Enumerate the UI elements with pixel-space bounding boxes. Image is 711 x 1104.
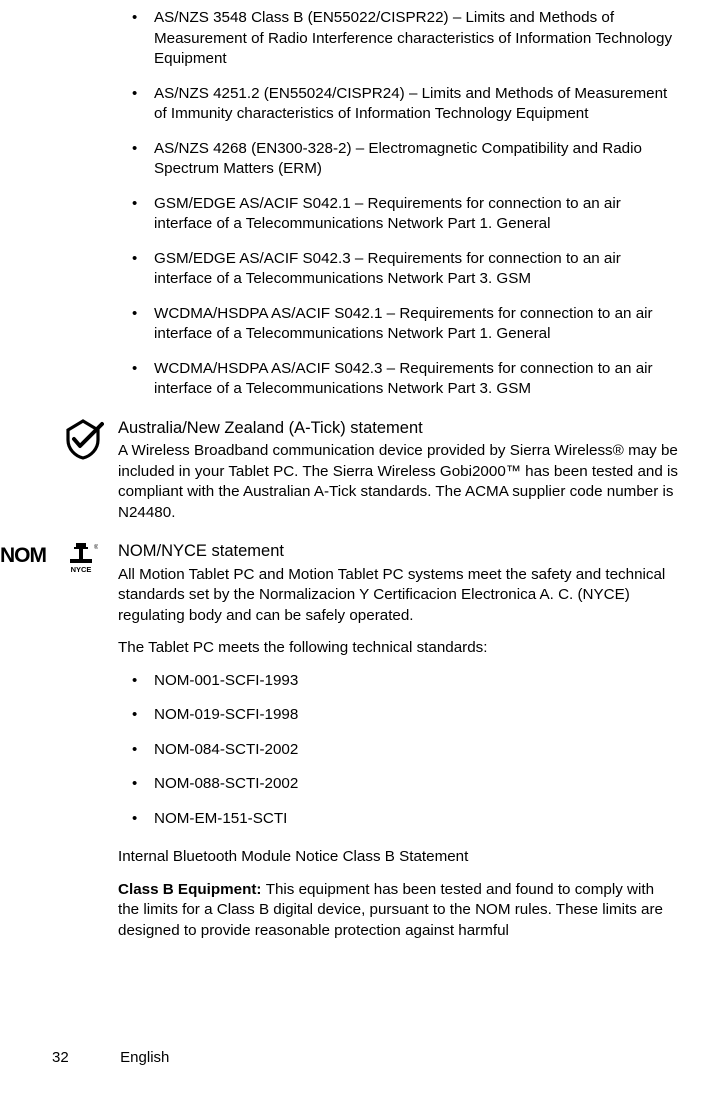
- nom-title: NOM/NYCE statement: [118, 541, 678, 562]
- nom-section: NOM NYCE ® NOM/NYCE statement All Motion…: [118, 541, 678, 941]
- bluetooth-heading: Internal Bluetooth Module Notice Class B…: [118, 847, 678, 868]
- footer-language: English: [120, 1049, 169, 1066]
- atick-body: A Wireless Broadband communication devic…: [118, 441, 678, 523]
- svg-text:NYCE: NYCE: [71, 565, 92, 573]
- list-item: NOM-EM-151-SCTI: [118, 809, 678, 830]
- list-item: NOM-088-SCTI-2002: [118, 774, 678, 795]
- page: AS/NZS 3548 Class B (EN55022/CISPR22) – …: [0, 0, 711, 1104]
- page-number: 32: [52, 1049, 116, 1066]
- page-footer: 32 English: [52, 1049, 169, 1066]
- list-item: WCDMA/HSDPA AS/ACIF S042.1 – Requirement…: [118, 304, 678, 345]
- list-item: GSM/EDGE AS/ACIF S042.1 – Requirements f…: [118, 194, 678, 235]
- classb-paragraph: Class B Equipment: This equipment has be…: [118, 880, 678, 942]
- content-column: AS/NZS 3548 Class B (EN55022/CISPR22) – …: [118, 8, 678, 953]
- list-item: GSM/EDGE AS/ACIF S042.3 – Requirements f…: [118, 249, 678, 290]
- list-item: WCDMA/HSDPA AS/ACIF S042.3 – Requirement…: [118, 359, 678, 400]
- list-item: AS/NZS 4268 (EN300-328-2) – Electromagne…: [118, 139, 678, 180]
- classb-label: Class B Equipment:: [118, 881, 266, 898]
- nom-standards-list: NOM-001-SCFI-1993 NOM-019-SCFI-1998 NOM-…: [118, 671, 678, 830]
- atick-icon-slot: [62, 418, 110, 458]
- top-standards-list: AS/NZS 3548 Class B (EN55022/CISPR22) – …: [118, 8, 678, 400]
- list-item: NOM-019-SCFI-1998: [118, 705, 678, 726]
- nom-icon: NOM: [0, 543, 58, 567]
- svg-text:®: ®: [94, 544, 98, 551]
- nom-icon-slot: NOM NYCE ®: [0, 543, 112, 583]
- svg-text:NOM: NOM: [0, 544, 47, 567]
- nyce-icon: NYCE ®: [64, 543, 98, 573]
- list-item: AS/NZS 3548 Class B (EN55022/CISPR22) – …: [118, 8, 678, 70]
- list-item: AS/NZS 4251.2 (EN55024/CISPR24) – Limits…: [118, 84, 678, 125]
- atick-section: Australia/New Zealand (A-Tick) statement…: [118, 418, 678, 524]
- nom-standards-intro: The Tablet PC meets the following techni…: [118, 638, 678, 659]
- nom-body: All Motion Tablet PC and Motion Tablet P…: [118, 565, 678, 627]
- list-item: NOM-001-SCFI-1993: [118, 671, 678, 692]
- atick-title: Australia/New Zealand (A-Tick) statement: [118, 418, 678, 439]
- atick-icon: [62, 418, 104, 460]
- list-item: NOM-084-SCTI-2002: [118, 740, 678, 761]
